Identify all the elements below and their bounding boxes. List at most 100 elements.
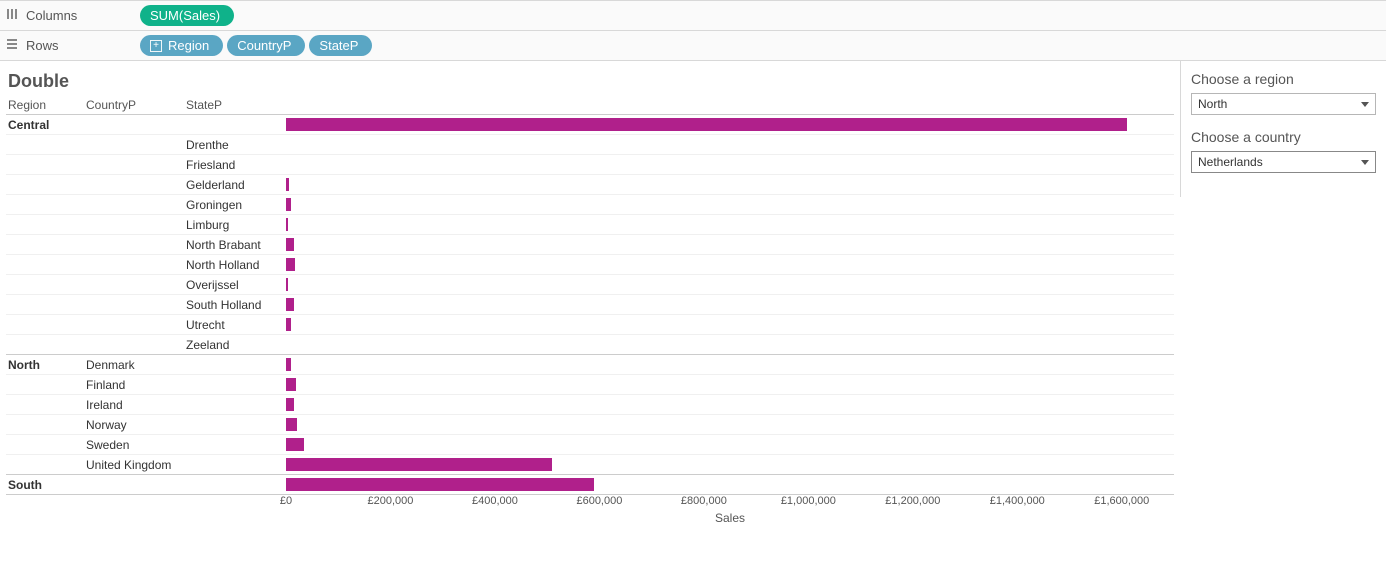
- pill-statep[interactable]: StateP: [309, 35, 372, 56]
- table-row[interactable]: Drenthe: [6, 134, 1174, 154]
- cell-bar: [286, 135, 1174, 154]
- bar-rect[interactable]: [286, 358, 291, 371]
- cell-state: Overijssel: [186, 278, 286, 292]
- bar-rect[interactable]: [286, 178, 289, 191]
- cell-country: Sweden: [86, 438, 186, 452]
- bar-rect[interactable]: [286, 318, 291, 331]
- table-row[interactable]: Zeeland: [6, 334, 1174, 354]
- axis-scale[interactable]: Sales £0£200,000£400,000£600,000£800,000…: [286, 495, 1174, 531]
- bar-rect[interactable]: [286, 298, 294, 311]
- pill-label: Region: [168, 38, 209, 53]
- cell-state: South Holland: [186, 298, 286, 312]
- cell-state: North Brabant: [186, 238, 286, 252]
- rows-icon: [6, 38, 20, 53]
- pill-label: SUM(Sales): [150, 8, 220, 23]
- expand-icon[interactable]: +: [150, 40, 162, 52]
- table-row[interactable]: Groningen: [6, 194, 1174, 214]
- table-row[interactable]: Utrecht: [6, 314, 1174, 334]
- cell-state: Zeeland: [186, 338, 286, 352]
- cell-country: Finland: [86, 378, 186, 392]
- cell-bar: [286, 315, 1174, 334]
- table-row[interactable]: Sweden: [6, 434, 1174, 454]
- cell-region: Central: [6, 118, 86, 132]
- pill-sum-sales-[interactable]: SUM(Sales): [140, 5, 234, 26]
- bar-rect[interactable]: [286, 398, 294, 411]
- cell-bar: [286, 455, 1174, 474]
- cell-bar: [286, 475, 1174, 494]
- cell-state: Utrecht: [186, 318, 286, 332]
- axis-tick: £1,200,000: [885, 495, 940, 507]
- table-row[interactable]: North Brabant: [6, 234, 1174, 254]
- pill-region[interactable]: + Region: [140, 35, 223, 56]
- bar-rect[interactable]: [286, 258, 295, 271]
- cell-state: Gelderland: [186, 178, 286, 192]
- table-row[interactable]: Norway: [6, 414, 1174, 434]
- parameter-control: Choose a region North: [1191, 71, 1376, 115]
- table-row[interactable]: Overijssel: [6, 274, 1174, 294]
- cell-bar: [286, 295, 1174, 314]
- bar-rect[interactable]: [286, 378, 296, 391]
- parameter-value: North: [1198, 97, 1227, 111]
- axis-tick: £600,000: [576, 495, 622, 507]
- header-country[interactable]: CountryP: [86, 98, 186, 112]
- rows-label-text: Rows: [26, 38, 59, 53]
- cell-bar: [286, 335, 1174, 354]
- table-row[interactable]: Gelderland: [6, 174, 1174, 194]
- parameter-control: Choose a country Netherlands: [1191, 129, 1376, 173]
- cell-state: North Holland: [186, 258, 286, 272]
- table-row[interactable]: NorthDenmark: [6, 354, 1174, 374]
- cell-country: Norway: [86, 418, 186, 432]
- header-state[interactable]: StateP: [186, 98, 286, 112]
- rows-shelf[interactable]: Rows + Region CountryPStateP: [0, 30, 1386, 60]
- cell-state: Friesland: [186, 158, 286, 172]
- table-row[interactable]: South Holland: [6, 294, 1174, 314]
- bar-rect[interactable]: [286, 438, 304, 451]
- bar-rect[interactable]: [286, 278, 288, 291]
- axis-label: Sales: [286, 511, 1174, 525]
- cell-country: United Kingdom: [86, 458, 186, 472]
- cell-bar: [286, 155, 1174, 174]
- main-area: Double Region CountryP StateP CentralDre…: [0, 61, 1386, 537]
- axis-tick: £800,000: [681, 495, 727, 507]
- axis-tick: £1,400,000: [990, 495, 1045, 507]
- cell-bar: [286, 415, 1174, 434]
- bar-rect[interactable]: [286, 238, 294, 251]
- cell-bar: [286, 375, 1174, 394]
- bar-rect[interactable]: [286, 218, 288, 231]
- cell-bar: [286, 175, 1174, 194]
- table-row[interactable]: Limburg: [6, 214, 1174, 234]
- parameter-dropdown[interactable]: North: [1191, 93, 1376, 115]
- columns-shelf[interactable]: Columns SUM(Sales): [0, 0, 1386, 30]
- cell-bar: [286, 255, 1174, 274]
- bar-rect[interactable]: [286, 418, 297, 431]
- bar-rect[interactable]: [286, 198, 291, 211]
- table-row[interactable]: North Holland: [6, 254, 1174, 274]
- header-region[interactable]: Region: [6, 98, 86, 112]
- parameter-value: Netherlands: [1198, 155, 1263, 169]
- parameter-label: Choose a region: [1191, 71, 1376, 87]
- parameter-label: Choose a country: [1191, 129, 1376, 145]
- rows-pills: + Region CountryPStateP: [140, 35, 1380, 56]
- cell-bar: [286, 395, 1174, 414]
- bar-rect[interactable]: [286, 478, 594, 491]
- table-row[interactable]: Central: [6, 114, 1174, 134]
- axis-tick: £1,000,000: [781, 495, 836, 507]
- table-row[interactable]: South: [6, 474, 1174, 494]
- table-row[interactable]: United Kingdom: [6, 454, 1174, 474]
- pill-countryp[interactable]: CountryP: [227, 35, 305, 56]
- bar-rect[interactable]: [286, 458, 552, 471]
- shelves: Columns SUM(Sales) Rows +RegionCountryPS…: [0, 0, 1386, 61]
- cell-state: Groningen: [186, 198, 286, 212]
- table-row[interactable]: Finland: [6, 374, 1174, 394]
- axis-tick: £400,000: [472, 495, 518, 507]
- bar-rect[interactable]: [286, 118, 1127, 131]
- columns-shelf-label: Columns: [6, 8, 136, 23]
- chart-rows: Central Drenthe Friesland Gelderland Groning…: [6, 114, 1174, 494]
- parameter-dropdown[interactable]: Netherlands: [1191, 151, 1376, 173]
- chevron-down-icon: [1361, 160, 1369, 165]
- table-row[interactable]: Ireland: [6, 394, 1174, 414]
- cell-bar: [286, 435, 1174, 454]
- cell-state: Drenthe: [186, 138, 286, 152]
- table-row[interactable]: Friesland: [6, 154, 1174, 174]
- cell-bar: [286, 275, 1174, 294]
